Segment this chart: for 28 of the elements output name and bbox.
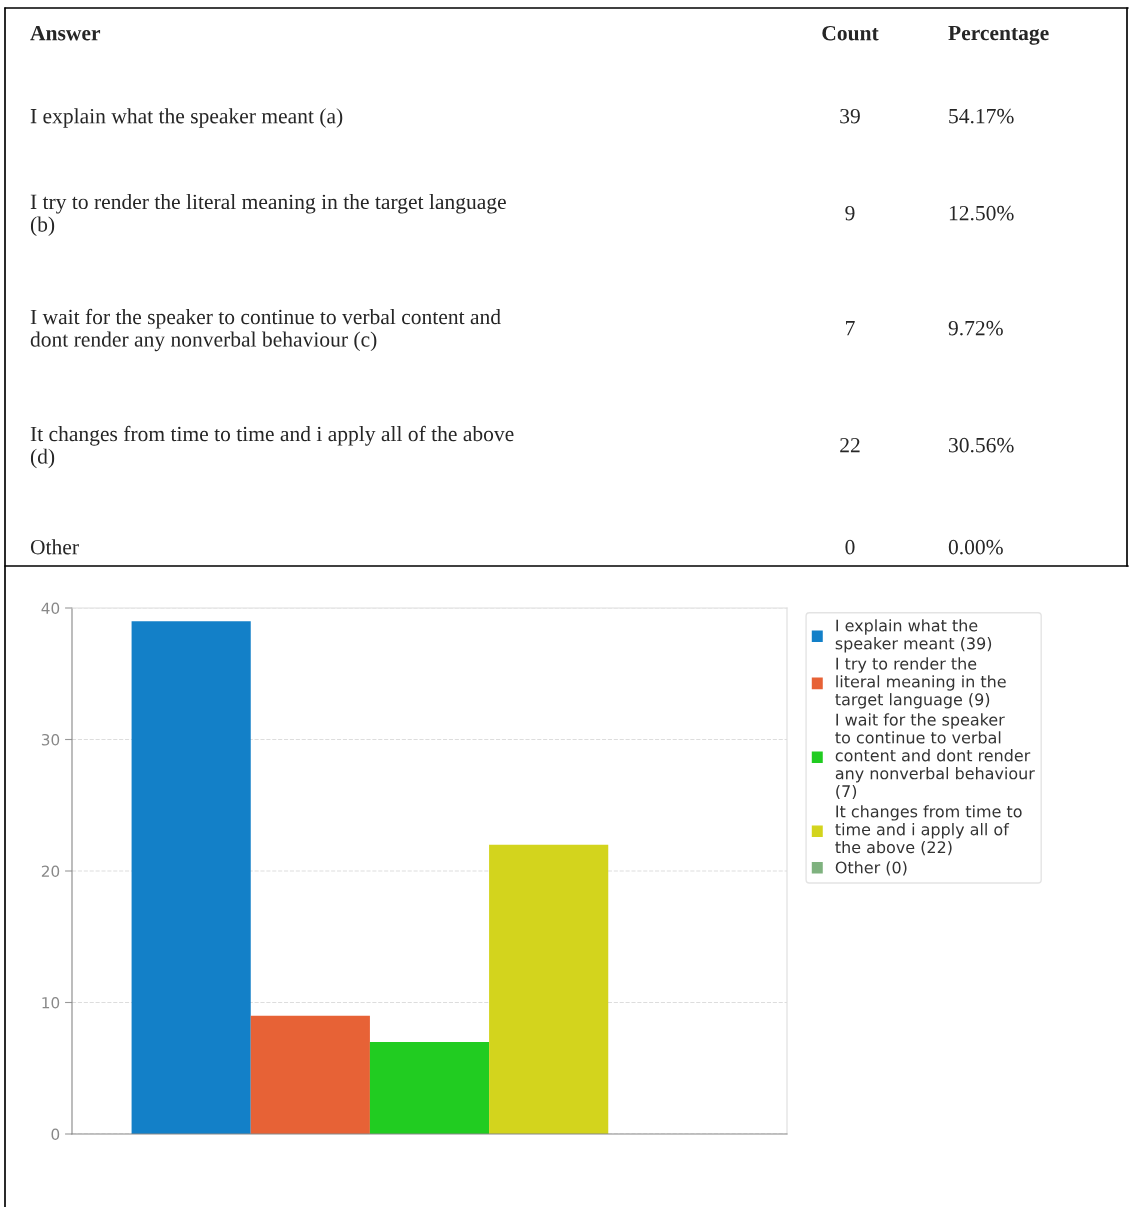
text: 9.72% xyxy=(948,320,1003,336)
text: 30.56% xyxy=(949,437,1014,453)
y-tick-label: 10 xyxy=(42,996,60,1009)
y-tick-label: 30 xyxy=(41,733,60,746)
text: Percentage xyxy=(948,25,1049,45)
legend-label: It changes from time to time and i apply all of the above (22) xyxy=(835,805,1022,856)
text: I wait for the speaker to continue to verbal content and dont render any nonverbal behaviour (c) xyxy=(30,308,501,352)
text: 0.00% xyxy=(948,539,1003,555)
text: It changes from time to time and i apply all of the above (d) xyxy=(30,425,514,469)
y-tick-label: 20 xyxy=(41,865,60,878)
legend-label: I explain what the speaker meant (39) xyxy=(835,619,992,653)
text: 7 xyxy=(846,321,855,336)
y-tick-label: 0 xyxy=(51,1128,60,1141)
text: Other xyxy=(30,539,79,555)
text: 39 xyxy=(840,108,860,124)
text: 12.50% xyxy=(949,205,1014,221)
text: 54.17% xyxy=(949,108,1014,124)
legend-label: I try to render the literal meaning in the target language (9) xyxy=(835,657,1006,709)
legend-label: I wait for the speaker to continue to verbal content and dont render any nonverbal behaviour (7) xyxy=(835,713,1035,800)
y-tick-label: 40 xyxy=(41,602,60,615)
text: 9 xyxy=(845,205,855,221)
text: 22 xyxy=(840,437,860,453)
text: I try to render the literal meaning in the target language (b) xyxy=(30,193,506,237)
text: 0 xyxy=(845,539,855,555)
legend-label: Other (0) xyxy=(835,861,907,876)
text: Count xyxy=(822,25,879,41)
text: I explain what the speaker meant (a) xyxy=(30,108,343,128)
text: Answer xyxy=(30,25,101,41)
